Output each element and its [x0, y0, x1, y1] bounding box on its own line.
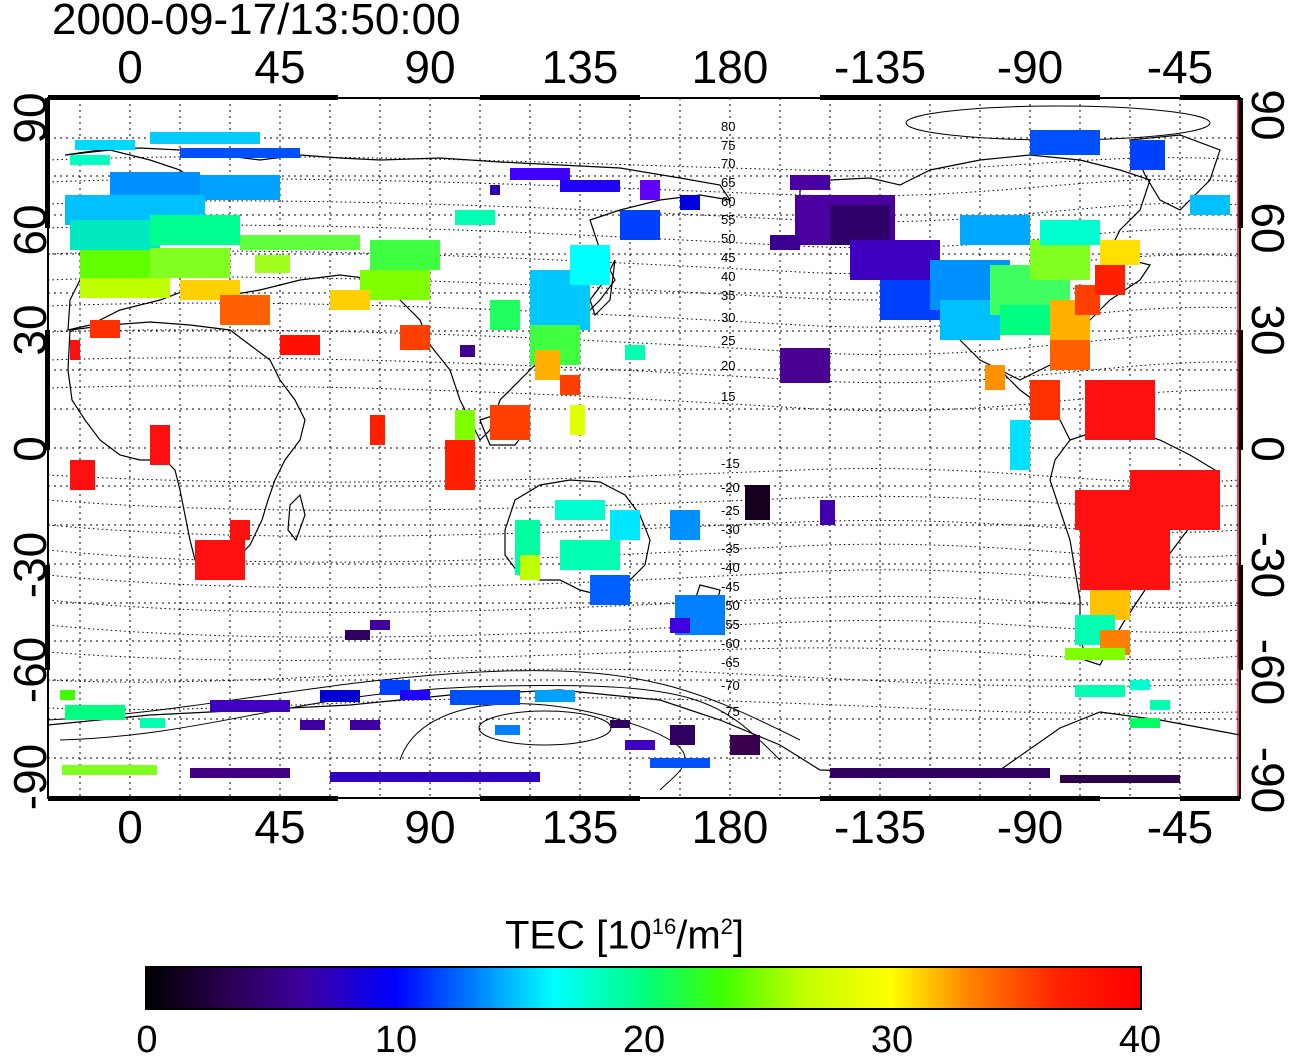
plot-title: 2000-09-17/13:50:00 [52, 0, 461, 44]
tec-colorbar [145, 966, 1142, 1010]
contour-label: 60 [721, 194, 735, 209]
contour-label: 55 [721, 212, 735, 227]
colorbar-tick-20: 20 [622, 1019, 666, 1061]
coast-antarctica [47, 689, 1241, 773]
bottom-x-tick-neg45: -45 [1146, 801, 1214, 853]
top-x-tick-0: 0 [117, 41, 143, 93]
coast-madagascar [287, 493, 306, 542]
colorbar-tick-40: 40 [1118, 1019, 1162, 1061]
contour-label: -25 [721, 503, 740, 518]
top-x-tick-45: 45 [254, 41, 306, 93]
contour-label: -50 [721, 598, 740, 613]
colorbar-tick-10: 10 [374, 1019, 418, 1061]
contour-label: -55 [721, 617, 740, 632]
tec-region-north-america [770, 130, 1230, 470]
tec-region-south-america [1065, 470, 1220, 660]
tec-region-oceania [515, 348, 835, 635]
contour-label: 40 [721, 269, 735, 284]
bottom-x-tick-45: 45 [254, 801, 306, 853]
bottom-x-tick-135: 135 [541, 801, 619, 853]
tec-region-antarctic [60, 620, 1180, 783]
contour-label: -35 [721, 541, 740, 556]
top-x-tick-90: 90 [404, 41, 456, 93]
contour-label: 15 [721, 389, 735, 404]
bottom-x-tick-0: 0 [117, 801, 143, 853]
contour-label: 65 [721, 175, 735, 190]
contour-label: -70 [721, 678, 740, 693]
contour-label: -30 [721, 522, 740, 537]
bottom-x-tick-neg135: -135 [833, 801, 927, 853]
top-x-tick-180: 180 [691, 41, 769, 93]
contour-label: -40 [721, 560, 740, 575]
top-x-tick-neg135: -135 [833, 41, 927, 93]
contour-label: 70 [721, 156, 735, 171]
axis-bars [45, 95, 1243, 801]
contour-label: -15 [721, 456, 740, 471]
top-x-tick-neg90: -90 [996, 41, 1064, 93]
tec-region-europe [65, 132, 360, 338]
contour-label: -65 [721, 655, 740, 670]
contour-labels: 80 75 70 65 60 55 50 45 40 35 30 25 20 1… [721, 119, 740, 719]
contour-label: 35 [721, 288, 735, 303]
bottom-x-tick-180: 180 [691, 801, 769, 853]
top-x-tick-135: 135 [541, 41, 619, 93]
contour-label: 80 [721, 119, 735, 134]
contour-label: 30 [721, 310, 735, 325]
top-x-tick-neg45: -45 [1146, 41, 1214, 93]
contour-label: 20 [721, 358, 735, 373]
contour-label: 45 [721, 250, 735, 265]
contour-label: 50 [721, 231, 735, 246]
contour-label: -20 [721, 480, 740, 495]
tec-region-asia [280, 168, 700, 490]
coast-africa [67, 321, 306, 576]
tec-region-africa [70, 340, 250, 580]
colorbar-label: TEC [1016/m2] [505, 913, 745, 958]
contour-label: -45 [721, 579, 740, 594]
contour-label: 25 [721, 333, 735, 348]
contour-label: -75 [721, 704, 740, 719]
contour-label: -60 [721, 636, 740, 651]
colorbar-tick-0: 0 [136, 1019, 158, 1061]
tec-pixels [60, 130, 1230, 783]
bottom-x-tick-90: 90 [404, 801, 456, 853]
contour-label: 75 [721, 138, 735, 153]
bottom-x-tick-neg90: -90 [996, 801, 1064, 853]
colorbar-tick-30: 30 [870, 1019, 914, 1061]
